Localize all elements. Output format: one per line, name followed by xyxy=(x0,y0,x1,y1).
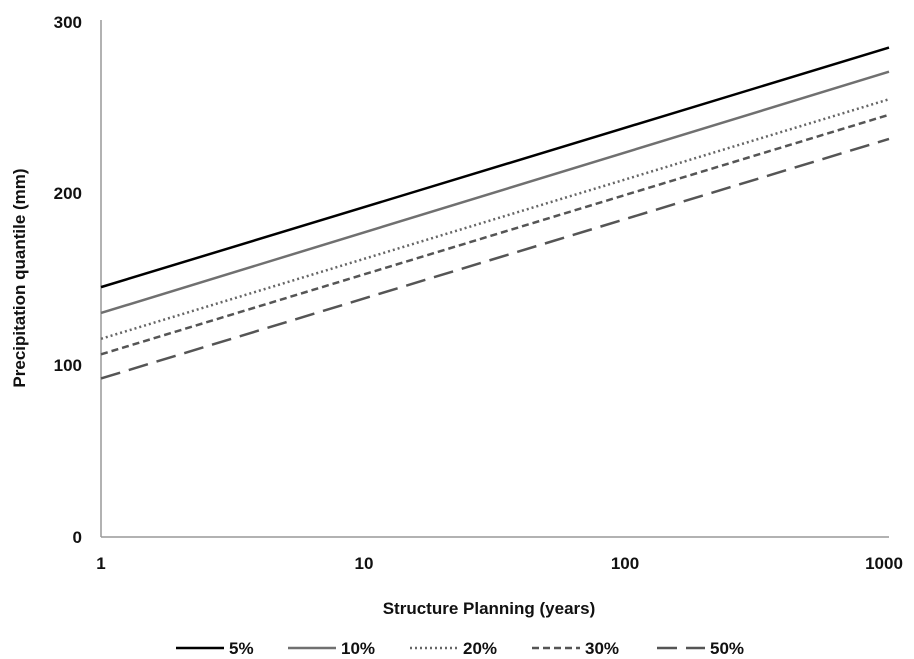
series-lines xyxy=(100,46,890,380)
legend-label-20: 20% xyxy=(463,639,497,658)
x-tick-label: 100 xyxy=(611,554,639,573)
legend-label-10: 10% xyxy=(341,639,375,658)
x-tick-label: 1 xyxy=(96,554,105,573)
plot-area xyxy=(100,20,890,538)
series-line-5 xyxy=(100,46,890,289)
x-tick-label: 1000 xyxy=(865,554,903,573)
legend-item-30: 30% xyxy=(532,639,619,658)
legend-item-20: 20% xyxy=(410,639,497,658)
legend-item-5: 5% xyxy=(176,639,254,658)
y-tick-label: 0 xyxy=(73,528,82,547)
legend-item-50: 50% xyxy=(657,639,744,658)
legend-label-5: 5% xyxy=(229,639,254,658)
legend-item-10: 10% xyxy=(288,639,375,658)
y-tick-labels: 0 100 200 300 xyxy=(54,13,82,547)
series-line-10 xyxy=(100,70,890,315)
legend-label-30: 30% xyxy=(585,639,619,658)
y-tick-label: 200 xyxy=(54,184,82,203)
x-tick-label: 10 xyxy=(355,554,374,573)
y-tick-label: 300 xyxy=(54,13,82,32)
legend-label-50: 50% xyxy=(710,639,744,658)
x-axis-title: Structure Planning (years) xyxy=(383,599,596,618)
y-tick-label: 100 xyxy=(54,356,82,375)
series-line-20 xyxy=(100,98,890,341)
series-line-50 xyxy=(100,137,890,380)
x-tick-labels: 1 10 100 1000 xyxy=(96,554,903,573)
y-axis-title: Precipitation quantile (mm) xyxy=(10,168,29,387)
legend: 5% 10% 20% 30% 50% xyxy=(176,639,744,658)
series-line-30 xyxy=(100,113,890,356)
